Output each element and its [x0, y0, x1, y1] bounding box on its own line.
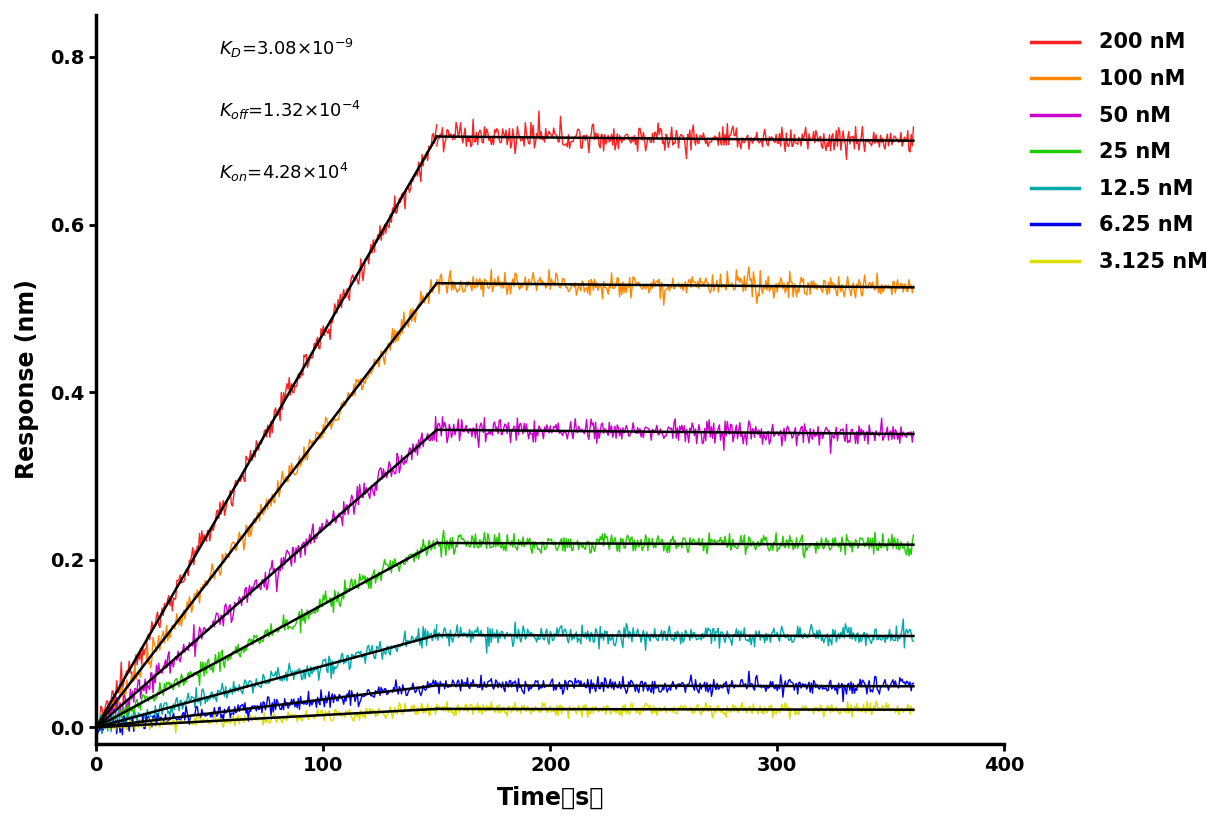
Y-axis label: Response (nm): Response (nm) — [15, 280, 39, 479]
Text: $K_D$=3.08×10$^{-9}$: $K_D$=3.08×10$^{-9}$ — [219, 37, 353, 60]
X-axis label: Time（s）: Time（s） — [496, 786, 604, 810]
Text: $K_{on}$=4.28×10$^{4}$: $K_{on}$=4.28×10$^{4}$ — [219, 161, 348, 184]
Text: $K_{off}$=1.32×10$^{-4}$: $K_{off}$=1.32×10$^{-4}$ — [219, 99, 361, 122]
Legend: 200 nM, 100 nM, 50 nM, 25 nM, 12.5 nM, 6.25 nM, 3.125 nM: 200 nM, 100 nM, 50 nM, 25 nM, 12.5 nM, 6… — [1023, 25, 1215, 280]
